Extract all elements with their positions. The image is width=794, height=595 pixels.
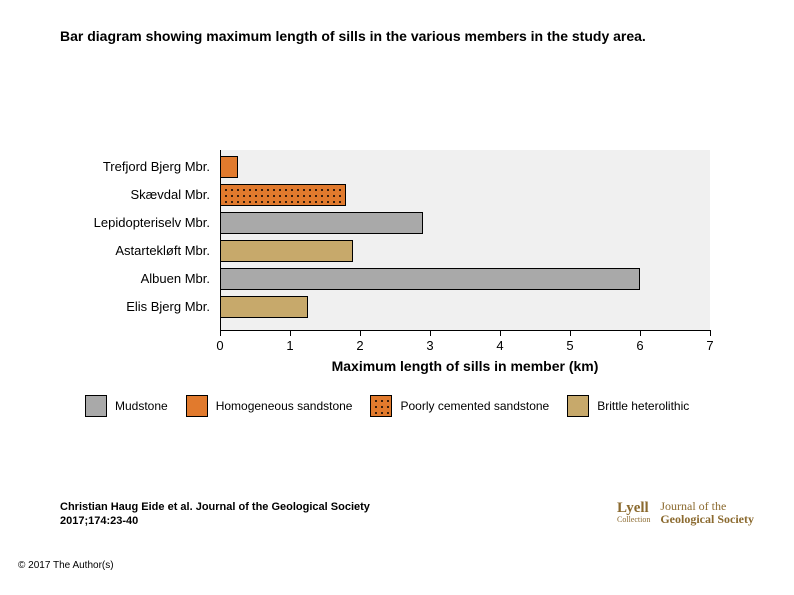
x-axis-title: Maximum length of sills in member (km)	[220, 358, 710, 374]
x-tick-label: 0	[216, 338, 223, 353]
bar	[220, 184, 346, 206]
x-tick	[220, 330, 221, 336]
bar	[220, 212, 423, 234]
publisher-logos: Lyell Collection Journal of the Geologic…	[617, 500, 754, 525]
x-tick	[290, 330, 291, 336]
x-tick	[640, 330, 641, 336]
y-axis	[220, 150, 221, 330]
y-axis-label: Albuen Mbr.	[70, 268, 210, 290]
bar-chart: 0 1 2 3 4 5 6 7 Trefjord Bjerg Mbr. Skævdal Mbr.…	[70, 150, 730, 380]
legend-label: Homogeneous sandstone	[216, 399, 353, 413]
citation: Christian Haug Eide et al. Journal of th…	[60, 500, 370, 529]
legend-swatch	[186, 395, 208, 417]
bar-row	[220, 268, 640, 290]
x-tick-label: 2	[356, 338, 363, 353]
x-tick	[360, 330, 361, 336]
bar	[220, 268, 640, 290]
x-tick-label: 7	[706, 338, 713, 353]
jgs-line2: Geological Society	[660, 513, 754, 526]
jgs-line1: Journal of the	[660, 500, 754, 513]
bar-row	[220, 212, 423, 234]
x-tick	[500, 330, 501, 336]
x-tick-label: 5	[566, 338, 573, 353]
legend-swatch	[567, 395, 589, 417]
bar	[220, 296, 308, 318]
legend-swatch	[85, 395, 107, 417]
plot-area	[220, 150, 710, 330]
bar-row	[220, 156, 238, 178]
legend-label: Brittle heterolithic	[597, 399, 689, 413]
x-tick-label: 1	[286, 338, 293, 353]
x-tick	[430, 330, 431, 336]
x-tick-label: 3	[426, 338, 433, 353]
legend-label: Mudstone	[115, 399, 168, 413]
legend-item: Brittle heterolithic	[567, 395, 689, 417]
y-axis-label: Skævdal Mbr.	[70, 184, 210, 206]
citation-line2: 2017;174:23-40	[60, 515, 138, 527]
legend-item: Mudstone	[85, 395, 168, 417]
x-tick-label: 6	[636, 338, 643, 353]
copyright: © 2017 The Author(s)	[18, 560, 114, 571]
bar	[220, 240, 353, 262]
y-axis-label: Astartekløft Mbr.	[70, 240, 210, 262]
x-tick	[710, 330, 711, 336]
bar-row	[220, 184, 346, 206]
legend-item: Homogeneous sandstone	[186, 395, 353, 417]
y-axis-label: Elis Bjerg Mbr.	[70, 296, 210, 318]
bar-row	[220, 296, 308, 318]
jgs-logo: Journal of the Geological Society	[660, 500, 754, 525]
x-tick	[570, 330, 571, 336]
x-axis	[220, 330, 710, 331]
bar-row	[220, 240, 353, 262]
lyell-logo-subtext: Collection	[617, 516, 650, 524]
legend-item: Poorly cemented sandstone	[370, 395, 549, 417]
y-axis-label: Trefjord Bjerg Mbr.	[70, 156, 210, 178]
x-tick-label: 4	[496, 338, 503, 353]
legend-label: Poorly cemented sandstone	[400, 399, 549, 413]
citation-line1: Christian Haug Eide et al. Journal of th…	[60, 501, 370, 513]
legend: Mudstone Homogeneous sandstone Poorly ceme…	[85, 395, 754, 417]
lyell-logo-text: Lyell	[617, 501, 650, 516]
legend-swatch	[370, 395, 392, 417]
lyell-logo: Lyell Collection	[617, 501, 650, 524]
bar	[220, 156, 238, 178]
y-axis-label: Lepidopteriselv Mbr.	[70, 212, 210, 234]
page-title: Bar diagram showing maximum length of si…	[60, 28, 764, 44]
